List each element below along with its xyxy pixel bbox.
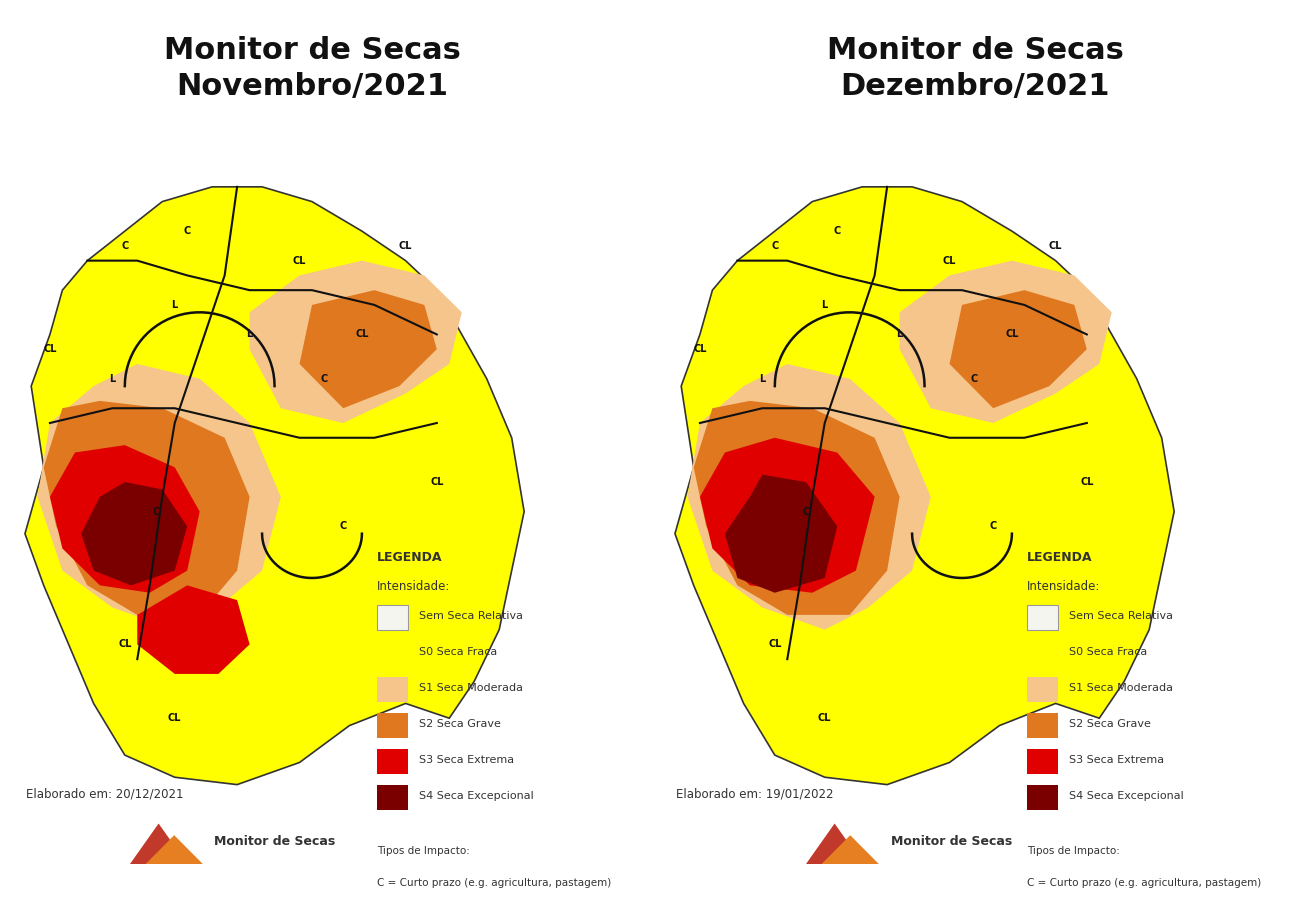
Text: CL: CL (818, 713, 832, 724)
Text: S1 Seca Moderada: S1 Seca Moderada (419, 682, 523, 693)
Bar (1027, 677, 1058, 702)
Text: C: C (989, 521, 997, 531)
Text: Sem Seca Relativa: Sem Seca Relativa (419, 610, 523, 621)
Text: S3 Seca Extrema: S3 Seca Extrema (1069, 754, 1164, 765)
Polygon shape (725, 474, 837, 593)
Text: Intensidade:: Intensidade: (377, 580, 450, 592)
Text: CL: CL (292, 256, 307, 266)
Text: Monitor de Secas: Monitor de Secas (214, 835, 335, 848)
Text: CL: CL (1080, 477, 1093, 487)
Bar (377, 713, 408, 738)
Text: CL: CL (768, 639, 781, 650)
Text: C: C (833, 226, 841, 236)
Text: CL: CL (1005, 329, 1019, 339)
Text: C: C (339, 521, 347, 531)
Bar (1027, 785, 1058, 810)
Text: S2 Seca Grave: S2 Seca Grave (419, 718, 500, 729)
Text: C: C (971, 374, 978, 383)
Bar (1027, 713, 1058, 738)
Polygon shape (299, 290, 437, 409)
Text: C: C (802, 507, 810, 517)
Text: S4 Seca Excepcional: S4 Seca Excepcional (1069, 790, 1183, 801)
Text: CL: CL (1049, 241, 1062, 251)
Text: C: C (771, 241, 779, 251)
Text: CL: CL (168, 713, 182, 724)
Text: Monitor de Secas: Monitor de Secas (891, 835, 1011, 848)
Text: S0 Seca Fraca: S0 Seca Fraca (419, 646, 497, 657)
Polygon shape (81, 482, 187, 585)
Bar (1027, 641, 1058, 666)
Text: L: L (897, 329, 902, 339)
Text: S1 Seca Moderada: S1 Seca Moderada (1069, 682, 1173, 693)
Text: Monitor de Secas
Dezembro/2021: Monitor de Secas Dezembro/2021 (827, 36, 1123, 101)
Bar (1027, 749, 1058, 774)
Text: CL: CL (430, 477, 443, 487)
Polygon shape (688, 364, 931, 630)
Text: L: L (247, 329, 252, 339)
Text: Intensidade:: Intensidade: (1027, 580, 1100, 592)
Text: L: L (172, 300, 178, 310)
Text: L: L (822, 300, 828, 310)
Text: CL: CL (693, 344, 707, 355)
Text: C = Curto prazo (e.g. agricultura, pastagem): C = Curto prazo (e.g. agricultura, pasta… (377, 878, 611, 888)
Text: LEGENDA: LEGENDA (377, 551, 442, 563)
Text: S4 Seca Excepcional: S4 Seca Excepcional (419, 790, 533, 801)
Text: C: C (321, 374, 328, 383)
Text: L: L (109, 374, 116, 383)
Text: C: C (152, 507, 160, 517)
Text: LEGENDA: LEGENDA (1027, 551, 1092, 563)
Text: Monitor de Secas
Novembro/2021: Monitor de Secas Novembro/2021 (164, 36, 460, 101)
Polygon shape (138, 585, 250, 674)
Text: CL: CL (399, 241, 412, 251)
Text: C: C (121, 241, 129, 251)
Text: CL: CL (355, 329, 369, 339)
Text: Elaborado em: 19/01/2022: Elaborado em: 19/01/2022 (676, 788, 833, 800)
Text: CL: CL (43, 344, 57, 355)
Text: CL: CL (942, 256, 957, 266)
Polygon shape (949, 290, 1087, 409)
Bar (377, 749, 408, 774)
Text: Tipos de Impacto:: Tipos de Impacto: (377, 846, 469, 856)
Polygon shape (675, 187, 1174, 785)
Text: S0 Seca Fraca: S0 Seca Fraca (1069, 646, 1147, 657)
Polygon shape (25, 187, 524, 785)
Text: S2 Seca Grave: S2 Seca Grave (1069, 718, 1150, 729)
Text: C: C (183, 226, 191, 236)
Text: Tipos de Impacto:: Tipos de Impacto: (1027, 846, 1119, 856)
Bar (377, 641, 408, 666)
Polygon shape (44, 400, 250, 615)
Text: L: L (759, 374, 766, 383)
Polygon shape (900, 261, 1112, 423)
Text: C = Curto prazo (e.g. agricultura, pastagem): C = Curto prazo (e.g. agricultura, pasta… (1027, 878, 1261, 888)
Text: CL: CL (118, 639, 131, 650)
Text: Elaborado em: 20/12/2021: Elaborado em: 20/12/2021 (26, 788, 183, 800)
Text: S3 Seca Extrema: S3 Seca Extrema (419, 754, 514, 765)
Bar (1027, 605, 1058, 630)
Polygon shape (694, 400, 900, 615)
Polygon shape (250, 261, 462, 423)
Polygon shape (699, 437, 875, 593)
Bar (377, 785, 408, 810)
Polygon shape (49, 446, 200, 593)
Text: Sem Seca Relativa: Sem Seca Relativa (1069, 610, 1173, 621)
Bar (377, 605, 408, 630)
Polygon shape (38, 364, 281, 630)
Bar (377, 677, 408, 702)
